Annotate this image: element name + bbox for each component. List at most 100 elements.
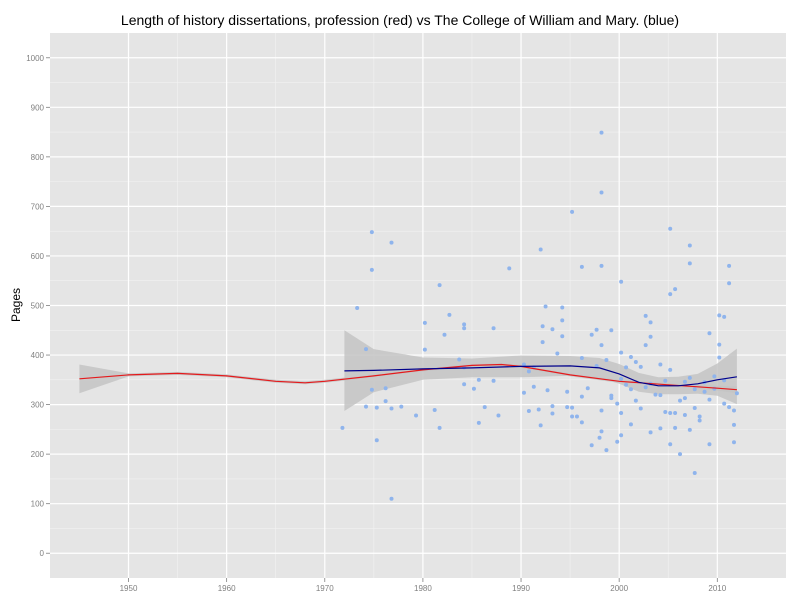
data-point (355, 305, 360, 310)
data-point (389, 496, 394, 501)
data-point (560, 305, 565, 310)
data-point (526, 409, 531, 414)
y-tick-label: 0 (40, 549, 45, 558)
data-point (668, 411, 673, 416)
data-point (687, 243, 692, 248)
data-point (643, 343, 648, 348)
data-point (389, 406, 394, 411)
data-point (340, 425, 345, 430)
data-point (482, 405, 487, 410)
data-point (643, 313, 648, 318)
data-point (462, 326, 467, 331)
data-point (369, 387, 374, 392)
data-point (374, 438, 379, 443)
data-point (597, 435, 602, 440)
data-point (389, 240, 394, 245)
data-point (682, 412, 687, 417)
data-point (599, 408, 604, 413)
data-point (638, 364, 643, 369)
data-point (615, 401, 620, 406)
data-point (609, 328, 614, 333)
y-tick-label: 600 (31, 252, 45, 261)
data-point (447, 312, 452, 317)
data-point (369, 267, 374, 272)
data-point (628, 387, 633, 392)
data-point (658, 393, 663, 398)
y-tick-label: 500 (31, 302, 45, 311)
y-tick-label: 100 (31, 500, 45, 509)
data-point (633, 359, 638, 364)
data-point (731, 440, 736, 445)
data-point (673, 287, 678, 292)
data-point (727, 281, 732, 286)
y-tick-label: 400 (31, 351, 45, 360)
data-point (648, 334, 653, 339)
data-point (668, 226, 673, 231)
data-point (658, 362, 663, 367)
data-point (507, 266, 512, 271)
data-point (599, 429, 604, 434)
data-point (462, 382, 467, 387)
data-points (340, 130, 739, 501)
major-gridlines (50, 33, 786, 578)
data-point (579, 394, 584, 399)
x-tick-label: 1990 (512, 584, 530, 593)
data-point (555, 351, 560, 356)
y-tick-label: 700 (31, 202, 45, 211)
data-point (707, 442, 712, 447)
data-point (550, 327, 555, 332)
data-point (615, 439, 620, 444)
data-point (682, 379, 687, 384)
data-point (673, 425, 678, 430)
data-point (697, 414, 702, 419)
data-point (687, 427, 692, 432)
data-point (643, 385, 648, 390)
data-point (619, 433, 624, 438)
data-point (599, 343, 604, 348)
data-point (731, 408, 736, 413)
data-point (538, 247, 543, 252)
data-point (619, 411, 624, 416)
data-point (383, 386, 388, 391)
smooth-line (79, 363, 737, 391)
data-point (476, 377, 481, 382)
data-point (619, 350, 624, 355)
confidence-band (344, 330, 737, 411)
data-point (668, 442, 673, 447)
data-point (678, 398, 683, 403)
data-point (717, 355, 722, 360)
smooth-lines (79, 363, 737, 391)
data-point (658, 426, 663, 431)
data-point (531, 384, 536, 389)
data-point (727, 405, 732, 410)
data-point (624, 382, 629, 387)
x-tick-label: 2010 (708, 584, 726, 593)
data-point (727, 263, 732, 268)
data-point (702, 389, 707, 394)
data-point (560, 318, 565, 323)
chart-title: Length of history dissertations, profess… (120, 12, 680, 28)
data-point (437, 425, 442, 430)
y-tick-label: 200 (31, 450, 45, 459)
data-point (491, 378, 496, 383)
data-point (457, 357, 462, 362)
data-point (692, 387, 697, 392)
data-point (668, 367, 673, 372)
data-point (374, 405, 379, 410)
data-point (585, 386, 590, 391)
data-point (619, 279, 624, 284)
data-point (414, 413, 419, 418)
data-point (678, 452, 683, 457)
data-point (422, 320, 427, 325)
data-point (648, 320, 653, 325)
data-point (565, 389, 570, 394)
data-point (619, 376, 624, 381)
y-tick-label: 800 (31, 153, 45, 162)
data-point (432, 408, 437, 413)
data-point (638, 406, 643, 411)
data-point (628, 422, 633, 427)
data-point (633, 398, 638, 403)
confidence-bands (79, 330, 737, 411)
data-point (536, 407, 541, 412)
data-point (628, 355, 633, 360)
